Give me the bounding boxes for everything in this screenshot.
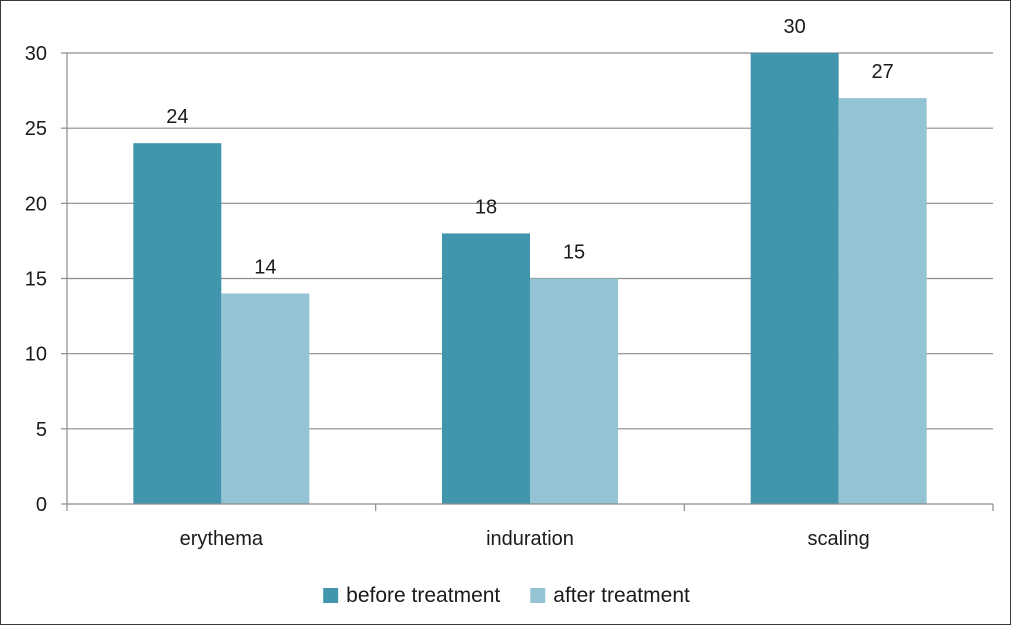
y-tick-label: 15: [25, 269, 47, 291]
legend-item: before treatment: [323, 584, 500, 607]
data-label: 18: [475, 196, 497, 218]
data-label: 27: [872, 61, 894, 83]
legend: before treatment after treatment: [323, 584, 690, 607]
y-tick-label: 30: [25, 43, 47, 65]
y-tick-label: 0: [36, 494, 47, 516]
bar-erythema-after-treatment: [221, 293, 310, 504]
x-tick-label: scaling: [808, 528, 870, 550]
data-label: 30: [784, 16, 806, 38]
bar-scaling-before-treatment: [750, 53, 839, 504]
bar-scaling-after-treatment: [838, 98, 927, 504]
data-label: 24: [166, 106, 188, 128]
bar-erythema-before-treatment: [133, 143, 222, 504]
bars: [133, 53, 927, 504]
data-label: 15: [563, 242, 585, 264]
legend-swatch: [323, 588, 339, 603]
x-tick-label: induration: [486, 528, 574, 550]
y-tick-label: 20: [25, 193, 47, 215]
data-label: 14: [254, 257, 276, 279]
legend-label: after treatment: [553, 584, 690, 607]
labels: 0 5 10 15 20 25 30 24 14 erythema 18 15 induration 30…: [25, 16, 894, 550]
axes: [61, 52, 994, 511]
y-tick-label: 5: [36, 419, 47, 441]
x-tick-label: erythema: [180, 528, 264, 550]
legend-label: before treatment: [346, 584, 500, 607]
legend-swatch: [530, 588, 546, 603]
bar-induration-before-treatment: [442, 233, 530, 504]
legend-item: after treatment: [530, 584, 690, 607]
bar-induration-after-treatment: [530, 278, 618, 504]
y-tick-label: 25: [25, 118, 47, 140]
y-tick-label: 10: [25, 344, 47, 366]
